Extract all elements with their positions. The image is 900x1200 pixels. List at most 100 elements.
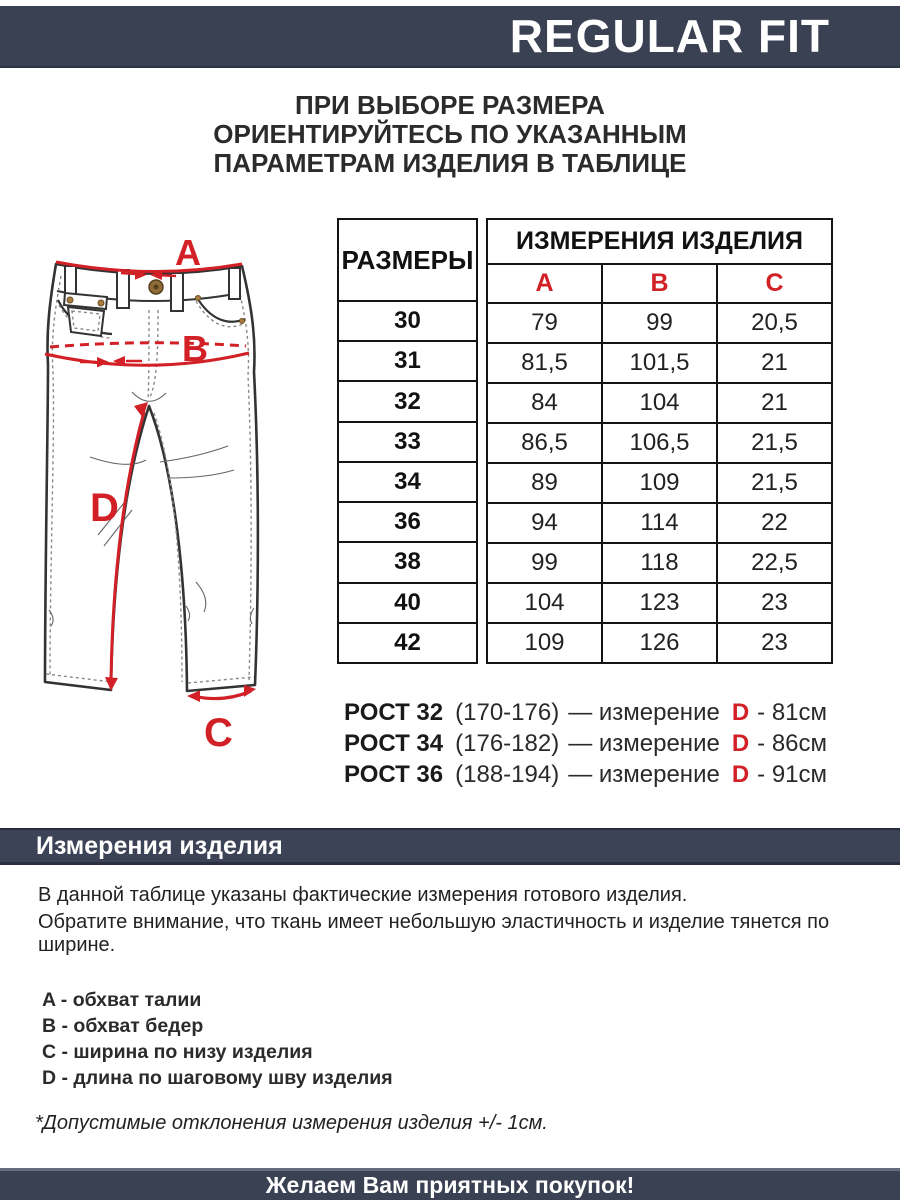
size-row: 31 xyxy=(339,340,476,380)
top-bar: REGULAR FIT xyxy=(0,6,900,68)
size-row: 33 xyxy=(339,420,476,461)
column-a-label: A xyxy=(535,269,554,297)
size-row: 38 xyxy=(339,541,476,581)
measure-a: A xyxy=(55,232,243,280)
size-value: 31 xyxy=(394,347,421,375)
size-value: 33 xyxy=(394,427,421,455)
jeans-button xyxy=(148,279,164,295)
intro-line-3: ПАРАМЕТРАМ ИЗДЕЛИЯ В ТАБЛИЦЕ xyxy=(213,148,687,178)
size-value: 40 xyxy=(394,588,421,616)
cell-c: 21,5 xyxy=(716,424,831,462)
jeans-sketch: A B D xyxy=(43,232,260,755)
measurements-columns: A B C xyxy=(488,265,831,304)
label-c: C xyxy=(204,711,233,755)
table-row: 79 99 20,5 xyxy=(488,304,831,342)
size-value: 34 xyxy=(394,467,421,495)
measurements-table: ИЗМЕРЕНИЯ ИЗДЕЛИЯ A B C 79 99 20,5 81,5 101… xyxy=(486,218,833,664)
label-d: D xyxy=(90,486,119,530)
table-row: 81,5 101,5 21 xyxy=(488,342,831,382)
wrinkle-lines xyxy=(48,391,255,627)
cell-b: 104 xyxy=(601,384,716,422)
size-row: 42 xyxy=(339,621,476,662)
tolerance-footnote: *Допустимые отклонения измерения изделия… xyxy=(35,1112,548,1134)
cell-c: 21 xyxy=(716,344,831,382)
height-range: (188-194) xyxy=(455,761,560,788)
table-row: 104 123 23 xyxy=(488,582,831,622)
height-value: - 86см xyxy=(757,730,828,757)
height-notes: РОСТ 32 (170-176) — измерение D - 81см Р… xyxy=(344,699,827,792)
cell-b: 123 xyxy=(601,584,716,622)
measurements-header: ИЗМЕРЕНИЯ ИЗДЕЛИЯ xyxy=(488,220,831,265)
sizes-header: РАЗМЕРЫ xyxy=(341,244,474,275)
size-value: 38 xyxy=(394,548,421,576)
measure-d: D xyxy=(90,402,148,691)
cell-b: 114 xyxy=(601,504,716,542)
label-b: B xyxy=(182,328,208,369)
legend-item-b: B - обхват бедер xyxy=(42,1014,204,1037)
height-letter: D xyxy=(731,761,750,788)
height-note: РОСТ 34 (176-182) — измерение D - 86см xyxy=(344,730,827,761)
measurement-legend: A - обхват талии B - обхват бедер C - ши… xyxy=(42,987,393,1091)
legend-item-a: A - обхват талии xyxy=(42,988,202,1011)
description-line-1: В данной таблице указаны фактические изм… xyxy=(38,884,688,906)
sizes-column: РАЗМЕРЫ 30 31 32 33 34 36 38 40 42 xyxy=(337,218,478,664)
cell-a: 104 xyxy=(524,589,565,616)
table-row: 89 109 21,5 xyxy=(488,462,831,502)
cell-a: 89 xyxy=(531,469,558,496)
column-b-label: B xyxy=(601,265,716,302)
size-row: 34 xyxy=(339,460,476,501)
legend-item-d: D - длина по шаговому шву изделия xyxy=(42,1066,393,1089)
size-row: 40 xyxy=(339,581,476,622)
cell-b: 99 xyxy=(601,304,716,342)
table-row: 84 104 21 xyxy=(488,382,831,422)
height-label: РОСТ 36 xyxy=(344,761,444,788)
cell-b: 101,5 xyxy=(601,344,716,382)
size-value: 42 xyxy=(394,628,421,656)
height-letter: D xyxy=(731,699,750,726)
table-row: 86,5 106,5 21,5 xyxy=(488,422,831,462)
cell-b: 109 xyxy=(601,464,716,502)
height-label: РОСТ 34 xyxy=(344,730,444,757)
column-c-label: C xyxy=(716,265,831,302)
intro-heading: ПРИ ВЫБОРЕ РАЗМЕРА ОРИЕНТИРУЙТЕСЬ ПО УКА… xyxy=(0,91,900,178)
height-text: — измерение xyxy=(568,699,720,726)
intro-line-2: ОРИЕНТИРУЙТЕСЬ ПО УКАЗАННЫМ xyxy=(213,119,687,149)
height-label: РОСТ 32 xyxy=(344,699,444,726)
height-value: - 91см xyxy=(757,761,828,788)
size-value: 36 xyxy=(394,508,421,536)
cell-a: 79 xyxy=(531,309,558,336)
cell-c: 21 xyxy=(716,384,831,422)
cell-b: 118 xyxy=(601,544,716,582)
front-pockets xyxy=(57,291,246,339)
cell-c: 21,5 xyxy=(716,464,831,502)
footer-bar: Желаем Вам приятных покупок! xyxy=(0,1168,900,1200)
footer-message: Желаем Вам приятных покупок! xyxy=(265,1172,635,1198)
table-row: 109 126 23 xyxy=(488,622,831,662)
cell-c: 23 xyxy=(716,624,831,662)
description: В данной таблице указаны фактические изм… xyxy=(38,884,856,961)
label-a: A xyxy=(175,232,201,273)
measure-b: B xyxy=(44,328,250,369)
legend-item-c: C - ширина по низу изделия xyxy=(42,1040,313,1063)
cell-c: 22 xyxy=(716,504,831,542)
height-range: (176-182) xyxy=(455,730,560,757)
size-row: 36 xyxy=(339,501,476,541)
height-note: РОСТ 32 (170-176) — измерение D - 81см xyxy=(344,699,827,730)
cell-b: 126 xyxy=(601,624,716,662)
height-text: — измерение xyxy=(568,761,720,788)
size-value: 32 xyxy=(394,387,421,415)
cell-a: 86,5 xyxy=(521,429,568,456)
cell-a: 99 xyxy=(531,549,558,576)
fit-title: REGULAR FIT xyxy=(509,10,830,62)
height-note: РОСТ 36 (188-194) — измерение D - 91см xyxy=(344,761,827,792)
size-value: 30 xyxy=(394,307,421,335)
cell-c: 23 xyxy=(716,584,831,622)
cell-b: 106,5 xyxy=(601,424,716,462)
table-row: 99 118 22,5 xyxy=(488,542,831,582)
section-band-title: Измерения изделия xyxy=(36,831,283,860)
description-line-2: Обратите внимание, что ткань имеет небол… xyxy=(38,911,830,956)
cell-c: 20,5 xyxy=(716,304,831,342)
cell-a: 94 xyxy=(531,509,558,536)
cell-a: 109 xyxy=(524,629,565,656)
